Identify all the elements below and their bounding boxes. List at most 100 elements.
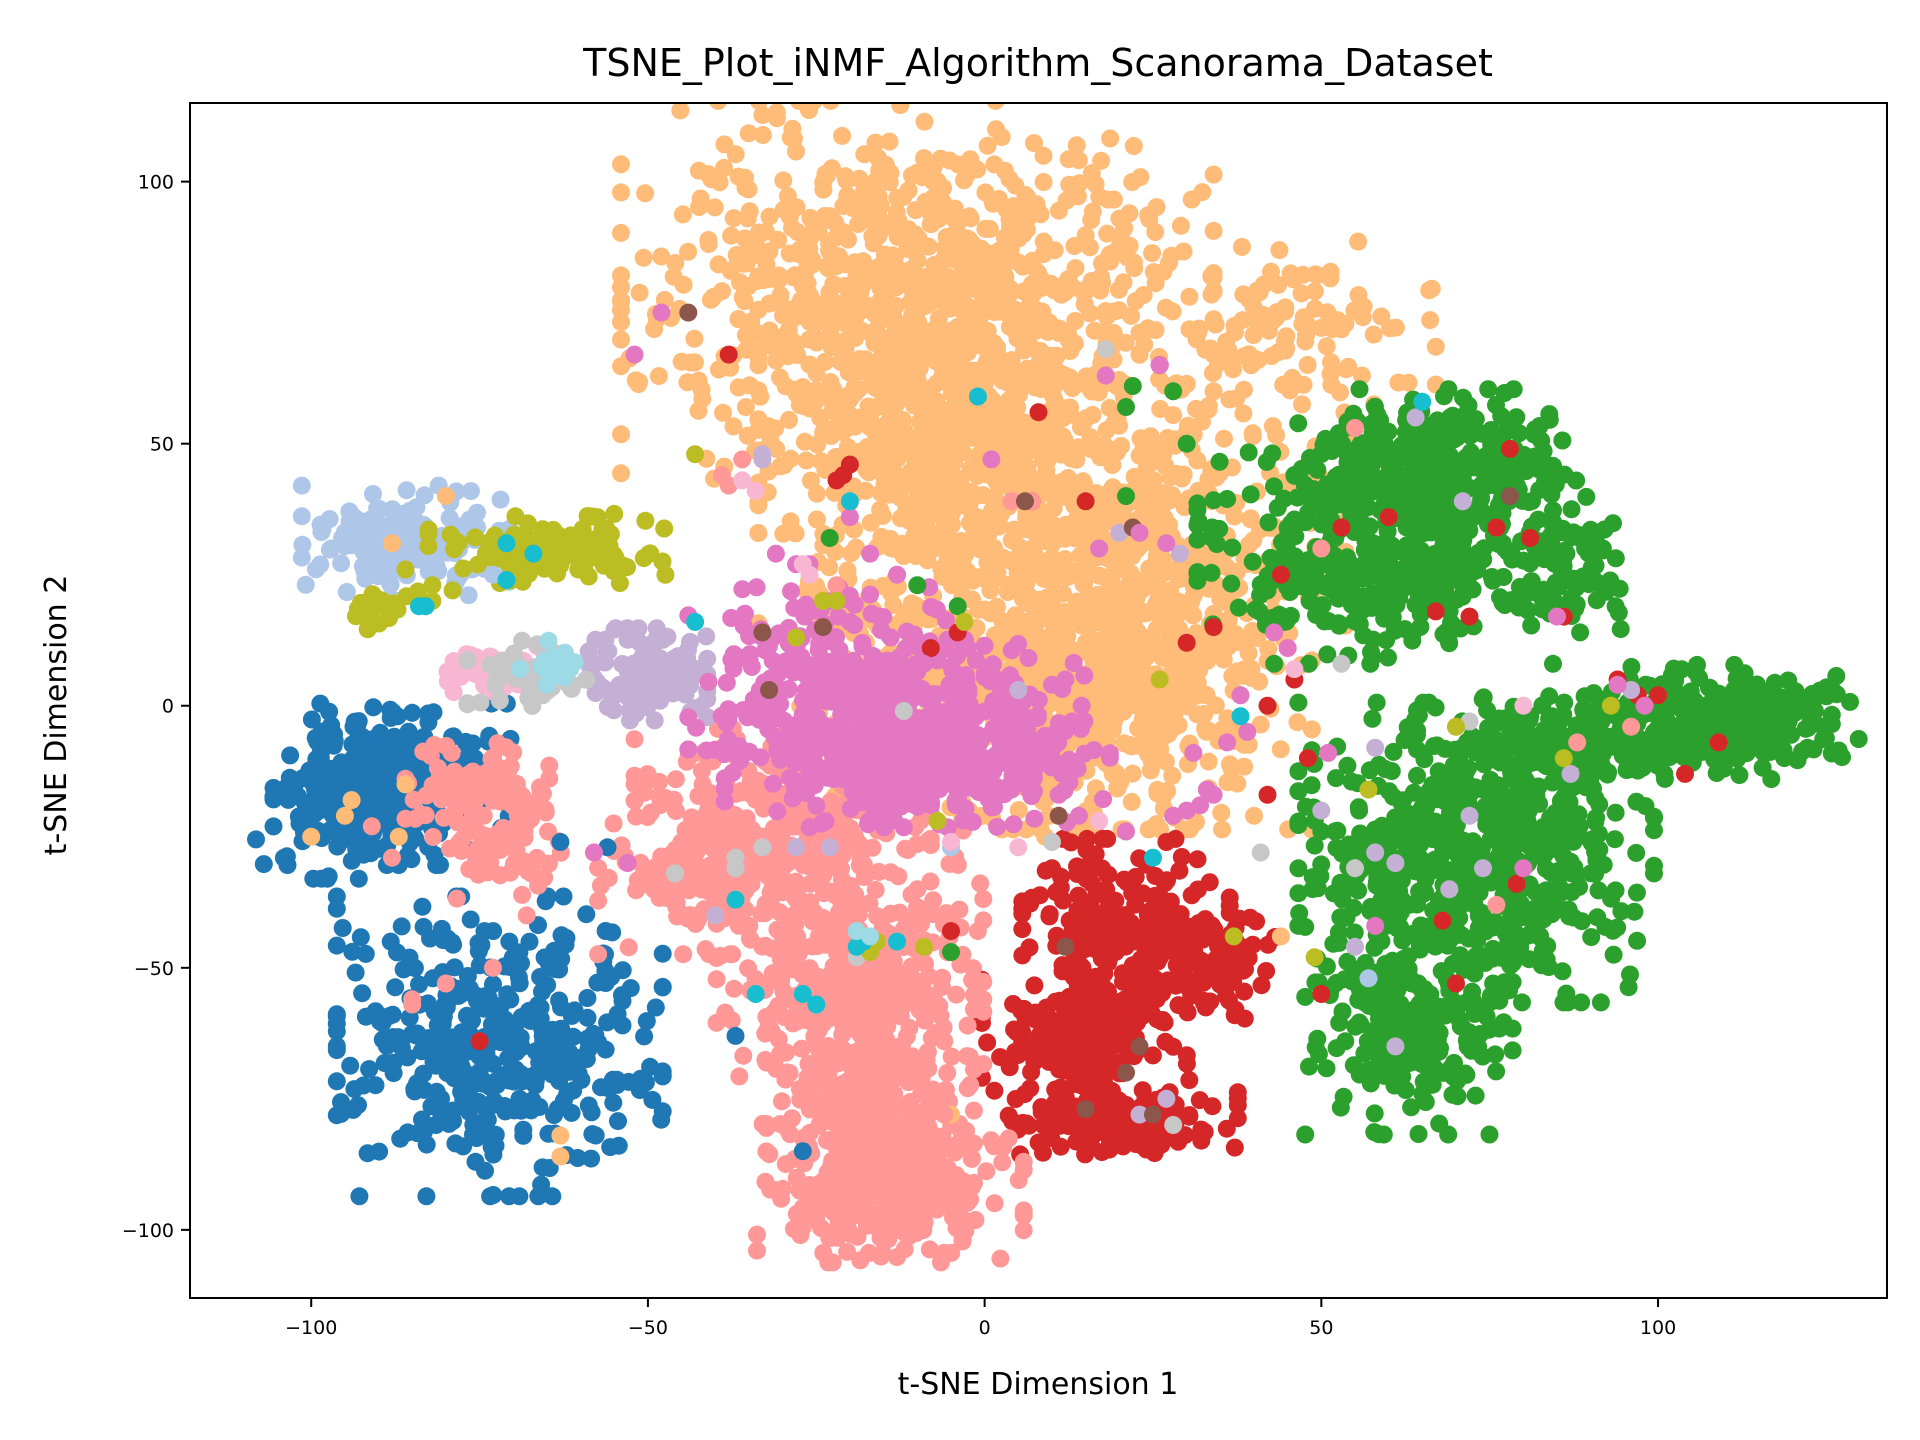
scatter-point [1504,380,1523,399]
scatter-point [313,520,332,539]
scatter-point [578,1029,597,1048]
scatter-point [978,253,996,272]
scatter-point [612,330,630,349]
scatter-point [327,760,346,779]
scatter-point [514,1126,533,1145]
scatter-point [586,1126,605,1145]
scatter-point [1628,931,1647,950]
scatter-point [1160,253,1178,272]
scatter-point [1087,647,1106,666]
scatter-point [364,698,383,717]
scatter-point [1364,325,1383,344]
scatter-point [955,171,973,190]
scatter-point [1645,856,1663,875]
scatter-point [1350,801,1369,820]
scatter-point [881,539,900,557]
scatter-point [749,524,768,542]
scatter-point [550,960,569,979]
scatter-point [1125,467,1144,486]
scatter-point [364,741,383,760]
scatter-point [612,278,630,297]
scatter-point [577,905,596,924]
scatter-point [357,764,376,783]
scatter-point [1339,357,1358,376]
scatter-point [1017,458,1036,477]
scatter-point [918,551,937,570]
scatter-point [689,401,708,420]
scatter-point [364,485,382,503]
scatter-point [1105,620,1124,639]
scatter-point [1436,776,1455,795]
scatter-point [1210,452,1229,471]
scatter-point [666,254,685,272]
scatter-point [1006,617,1025,636]
scatter-point [845,384,864,403]
scatter-point [883,364,902,383]
scatter-point [381,708,400,727]
scatter-point [835,277,854,295]
scatter-point [889,348,908,367]
scatter-point [797,451,816,470]
scatter-point [1034,146,1053,165]
scatter-point [1627,883,1646,902]
scatter-point [729,310,748,328]
scatter-point [1092,151,1111,170]
scatter-point [1392,903,1410,921]
scatter-point [540,1159,559,1177]
scatter-point [341,1056,360,1075]
scatter-point [1253,305,1272,324]
scatter-point [391,1129,410,1148]
scatter-point [1153,648,1172,667]
scatter-point [302,710,321,729]
scatter-point [1416,883,1435,902]
scatter-point [510,943,529,962]
scatter-point [942,576,961,595]
scatter-point [936,467,955,486]
scatter-point [1341,573,1360,592]
scatter-point [978,136,997,155]
scatter-point [1039,471,1058,489]
scatter-point [1567,828,1586,847]
scatter-point [598,1013,617,1032]
scatter-point [846,307,865,326]
scatter-point [1281,583,1299,601]
scatter-point [722,226,741,245]
scatter-point [749,356,768,375]
scatter-point [487,1076,506,1094]
scatter-point [1074,575,1093,594]
scatter-point [653,978,672,997]
scatter-point [838,561,857,580]
scatter-point [360,1060,379,1079]
scatter-point [709,103,727,110]
scatter-point [1202,563,1221,582]
scatter-point [1423,830,1442,848]
scatter-point [247,830,265,849]
scatter-point [811,298,830,317]
scatter-point [1025,134,1043,153]
scatter-point [1560,858,1579,877]
scatter-point [1426,337,1445,356]
scatter-point [1065,237,1084,255]
scatter-point [1463,563,1482,582]
scatter-point [769,266,788,285]
scatter-point [773,328,792,347]
scatter-point [1207,535,1226,554]
scatter-point [1105,302,1124,321]
scatter-point [978,272,996,291]
scatter-point [1144,471,1163,490]
scatter-point [543,1187,562,1206]
scatter-point [358,1144,377,1163]
scatter-point [1447,590,1466,609]
scatter-point [671,103,690,120]
scatter-point [1606,881,1625,900]
scatter-point [369,567,387,586]
scatter-point [828,294,847,313]
scatter-point [907,305,926,324]
scatter-point [940,322,959,340]
scatter-point [545,1106,563,1124]
scatter-point [821,373,840,391]
scatter-point [996,476,1015,495]
scatter-point [749,381,768,400]
scatter-point [332,554,351,573]
scatter-point [1627,843,1646,862]
